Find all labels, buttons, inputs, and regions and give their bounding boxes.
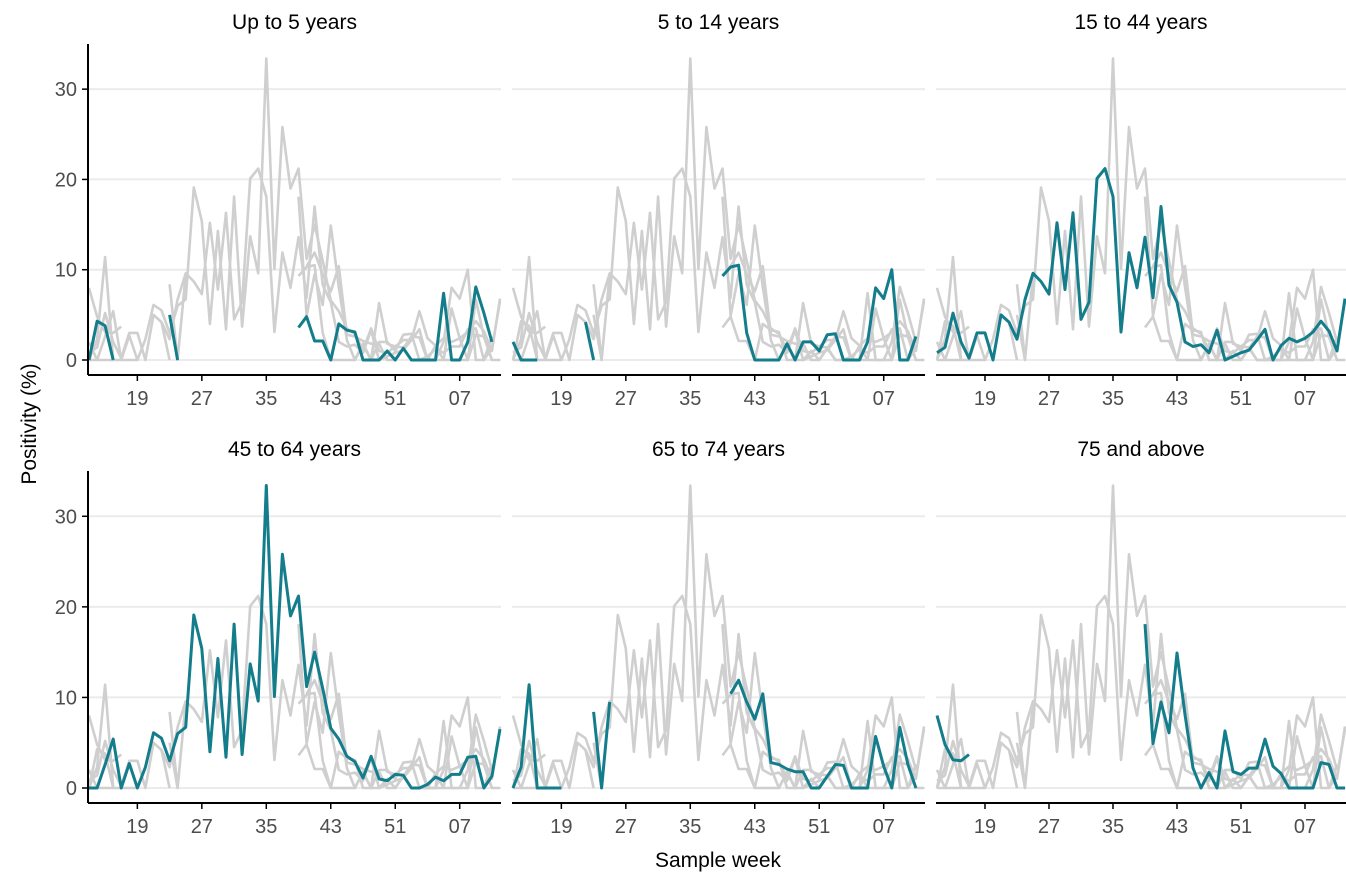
x-tick-label: 19 (974, 816, 996, 838)
background-series-line (89, 57, 502, 362)
x-tick-label: 43 (744, 816, 766, 838)
highlight-series-line (936, 167, 1346, 362)
x-tick-label: 51 (384, 816, 406, 838)
x-tick-label: 51 (808, 816, 830, 838)
x-tick-label: 27 (191, 388, 213, 410)
x-tick-label: 07 (1294, 816, 1316, 838)
x-tick-label: 35 (1102, 816, 1124, 838)
x-tick-label: 07 (449, 816, 471, 838)
facet-panel: 15 to 44 years 19 27 35 43 51 07 (935, 11, 1346, 410)
background-series-line (513, 484, 926, 790)
y-tick-label: 20 (55, 597, 77, 619)
facet-panel: 65 to 74 years 19 27 35 43 51 07 (511, 438, 926, 838)
x-tick-label: 35 (1102, 388, 1124, 410)
x-axis-title: Sample week (655, 849, 782, 872)
highlight-series-line (511, 263, 918, 362)
background-series-line (87, 263, 494, 362)
facet-title: 75 and above (1077, 438, 1204, 461)
x-tick-label: 07 (873, 388, 895, 410)
x-tick-label: 35 (255, 816, 277, 838)
x-tick-label: 27 (615, 388, 637, 410)
x-tick-label: 19 (550, 388, 572, 410)
y-tick-label: 30 (55, 506, 77, 528)
facet-title: 45 to 64 years (228, 438, 361, 461)
highlight-series-line (89, 484, 502, 790)
background-series-line (511, 691, 918, 790)
x-tick-label: 51 (384, 388, 406, 410)
x-tick-label: 51 (808, 388, 830, 410)
facet-title: 5 to 14 years (658, 11, 779, 34)
x-tick-label: 43 (744, 388, 766, 410)
y-tick-label: 0 (66, 778, 77, 800)
facet-panel: 45 to 64 years 19 27 35 43 51 07 0 10 20 30 (55, 438, 502, 838)
background-series-line (937, 57, 1346, 362)
facet-title: 15 to 44 years (1074, 11, 1207, 34)
y-tick-label: 10 (55, 687, 77, 709)
highlight-series-line (511, 678, 918, 790)
highlight-series-line (935, 623, 1345, 790)
y-tick-label: 10 (55, 260, 77, 282)
x-tick-label: 27 (1038, 388, 1060, 410)
facet-panels: Up to 5 years 19 27 35 43 51 07 0 10 20 30 5 to 14 … (55, 11, 1346, 838)
facet-title: Up to 5 years (232, 11, 357, 34)
background-series-line (935, 196, 1345, 362)
background-series-line (937, 484, 1346, 790)
x-tick-label: 27 (615, 816, 637, 838)
x-tick-label: 07 (449, 388, 471, 410)
x-tick-label: 35 (679, 816, 701, 838)
x-tick-label: 51 (1230, 816, 1252, 838)
x-tick-label: 35 (679, 388, 701, 410)
background-series-line (87, 691, 494, 790)
x-tick-label: 43 (320, 388, 342, 410)
background-series-line (513, 57, 926, 362)
x-tick-label: 35 (255, 388, 277, 410)
x-tick-label: 27 (191, 816, 213, 838)
x-tick-label: 43 (1166, 388, 1188, 410)
x-tick-label: 51 (1230, 388, 1252, 410)
highlight-series-line (87, 285, 494, 362)
facet-panel: Up to 5 years 19 27 35 43 51 07 0 10 20 30 (55, 11, 502, 410)
facet-panel: 75 and above 19 27 35 43 51 07 (935, 438, 1346, 838)
x-tick-label: 43 (320, 816, 342, 838)
facet-title: 65 to 74 years (652, 438, 785, 461)
x-tick-label: 27 (1038, 816, 1060, 838)
x-tick-label: 19 (974, 388, 996, 410)
x-tick-label: 43 (1166, 816, 1188, 838)
x-tick-label: 19 (126, 816, 148, 838)
x-tick-label: 07 (873, 816, 895, 838)
y-axis-title: Positivity (%) (18, 363, 41, 484)
y-tick-label: 0 (66, 350, 77, 372)
y-tick-label: 20 (55, 169, 77, 191)
x-tick-label: 07 (1294, 388, 1316, 410)
facet-panel: 5 to 14 years 19 27 35 43 51 07 (511, 11, 926, 410)
x-tick-label: 19 (126, 388, 148, 410)
x-tick-label: 19 (550, 816, 572, 838)
y-tick-label: 30 (55, 79, 77, 101)
